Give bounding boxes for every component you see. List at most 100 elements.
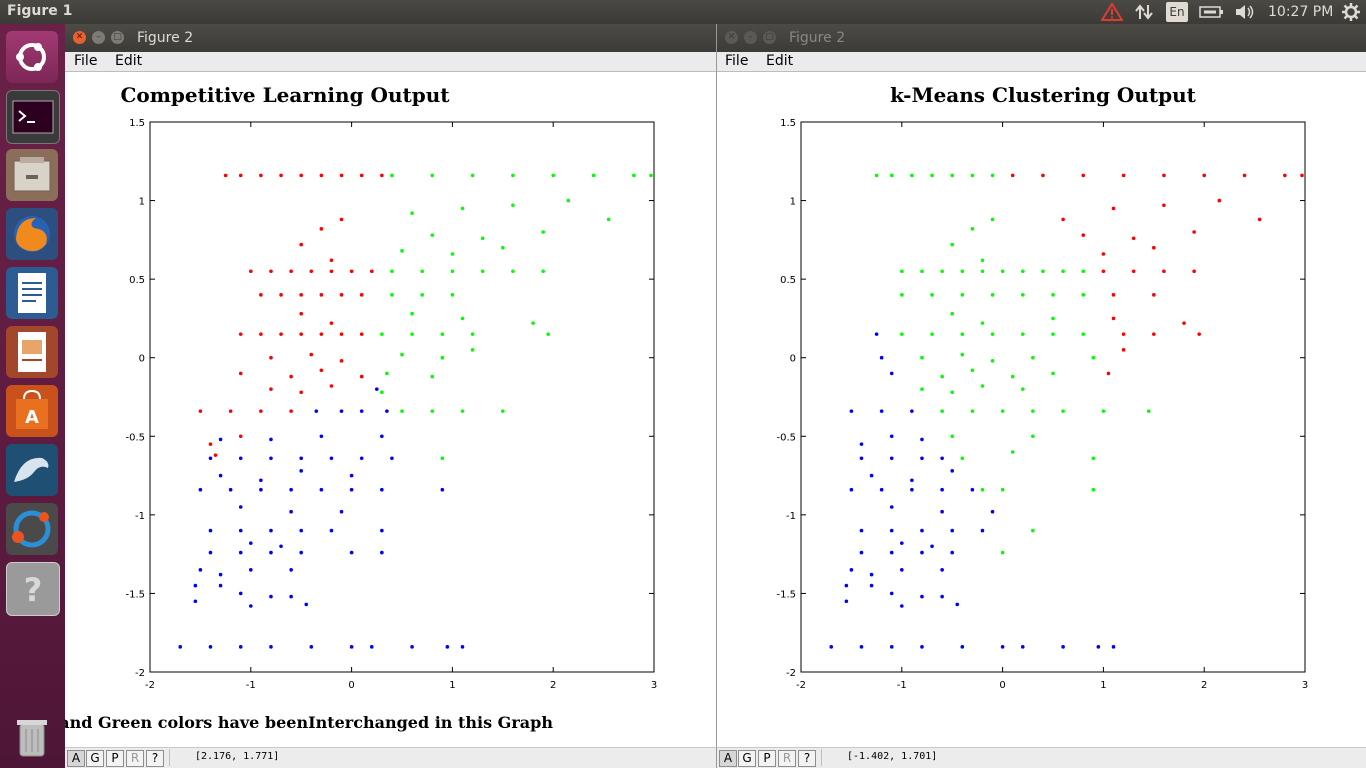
scatter-point [950, 311, 954, 316]
maximize-icon[interactable]: □ [111, 31, 124, 44]
scatter-point [1182, 321, 1186, 325]
scatter-point [960, 645, 965, 649]
scatter-point [1111, 645, 1116, 649]
scatter-point [470, 332, 475, 336]
scatter-point [208, 645, 213, 649]
scatter-point [950, 550, 954, 555]
scatter-point [1091, 355, 1096, 360]
scatter-point [960, 456, 965, 461]
libreoffice-impress-icon[interactable] [6, 326, 58, 378]
scatter-point [359, 293, 364, 297]
network-updown-icon[interactable] [1134, 2, 1154, 22]
toolbar-autoscale-button[interactable]: A [719, 750, 737, 767]
scatter-point [349, 645, 354, 649]
ubuntu-one-icon[interactable] [6, 503, 58, 555]
x-tick-label: -2 [796, 680, 806, 691]
close-icon[interactable]: ✕ [725, 31, 738, 44]
scatter-point [238, 550, 243, 555]
scatter-point [1061, 217, 1065, 222]
menu-bar: File Edit [717, 52, 1366, 72]
scatter-point [339, 293, 344, 297]
scatter-point [238, 434, 243, 439]
scatter-point [879, 487, 884, 492]
scatter-plot-competitive[interactable]: Competitive Learning Output Red and Gree… [65, 72, 716, 748]
plot-frame [800, 121, 1306, 673]
scatter-point [1192, 230, 1196, 234]
scatter-point [249, 604, 253, 608]
menu-edit[interactable]: Edit [766, 53, 794, 69]
firefox-icon[interactable] [6, 208, 58, 260]
scatter-point [319, 227, 324, 231]
libreoffice-writer-icon[interactable] [6, 267, 58, 319]
scatter-point [420, 269, 424, 274]
scatter-point [339, 217, 344, 222]
menu-file[interactable]: File [74, 53, 98, 69]
scatter-point [950, 434, 954, 439]
scatter-point [849, 487, 854, 492]
scatter-plot-kmeans[interactable]: k-Means Clustering Output -2 -1 0 1 2 3 -2 -1.5… [717, 72, 1366, 748]
scatter-point [920, 645, 924, 649]
toolbar-grid-button[interactable]: G [738, 750, 756, 767]
scatter-point [960, 332, 965, 336]
minimize-icon[interactable]: – [92, 31, 105, 44]
scatter-point [920, 387, 924, 391]
scatter-point [269, 355, 273, 360]
scatter-point [450, 252, 455, 256]
scatter-point [920, 528, 924, 533]
toolbar-autoscale-button[interactable]: A [67, 750, 85, 767]
scatter-point [1020, 332, 1025, 336]
scatter-point [541, 269, 545, 274]
window-titlebar: ✕ – □ Figure 2 [65, 24, 716, 52]
minimize-icon[interactable]: – [744, 31, 757, 44]
battery-icon[interactable] [1199, 2, 1225, 22]
scatter-point [380, 390, 384, 395]
scatter-point [359, 374, 364, 379]
scatter-point [546, 332, 550, 336]
scatter-point [940, 487, 944, 492]
software-center-icon[interactable]: A [6, 385, 58, 437]
toolbar-pan-button[interactable]: P [758, 750, 776, 767]
close-icon[interactable]: ✕ [73, 31, 86, 44]
x-tick-label: -1 [246, 680, 256, 691]
trash-icon[interactable] [6, 710, 58, 762]
toolbar-help-button[interactable]: ? [798, 750, 816, 767]
mysql-workbench-icon[interactable] [6, 444, 58, 496]
scatter-point [460, 316, 465, 321]
toolbar-pan-button[interactable]: P [106, 750, 124, 767]
scatter-point [299, 550, 303, 555]
volume-icon[interactable] [1234, 2, 1256, 22]
keyboard-layout-indicator[interactable]: En [1166, 2, 1188, 22]
ubuntu-dash-icon[interactable] [6, 31, 58, 83]
scatter-point [1000, 269, 1005, 274]
y-tick-label: 0 [790, 354, 796, 365]
scatter-point [960, 352, 965, 357]
scatter-point [566, 198, 571, 203]
maximize-icon[interactable]: □ [763, 31, 776, 44]
terminal-icon[interactable] [6, 90, 60, 144]
scatter-point [208, 550, 213, 555]
scatter-point [1031, 434, 1035, 439]
scatter-point [480, 236, 485, 241]
toolbar-rotate-button[interactable]: R [778, 750, 796, 767]
toolbar-rotate-button[interactable]: R [126, 750, 144, 767]
scatter-point [900, 568, 904, 572]
scatter-point [259, 487, 263, 492]
scatter-point [289, 568, 293, 572]
clock[interactable]: 10:27 PM [1268, 4, 1334, 20]
toolbar-help-button[interactable]: ? [146, 750, 164, 767]
warning-icon[interactable] [1100, 2, 1124, 22]
y-tick-label: 0.5 [780, 275, 796, 286]
scatter-point [319, 487, 324, 492]
scatter-point [1041, 173, 1045, 178]
gear-icon[interactable] [1341, 2, 1361, 22]
y-tick-label: -2 [135, 668, 145, 679]
scatter-point [1202, 173, 1206, 178]
file-manager-icon[interactable] [6, 149, 58, 201]
menu-file[interactable]: File [725, 53, 749, 69]
menu-edit[interactable]: Edit [115, 53, 143, 69]
toolbar-grid-button[interactable]: G [86, 750, 104, 767]
scatter-point [445, 645, 450, 649]
scatter-point [329, 528, 334, 533]
help-icon[interactable]: ? [6, 562, 60, 616]
scatter-point [259, 409, 263, 413]
